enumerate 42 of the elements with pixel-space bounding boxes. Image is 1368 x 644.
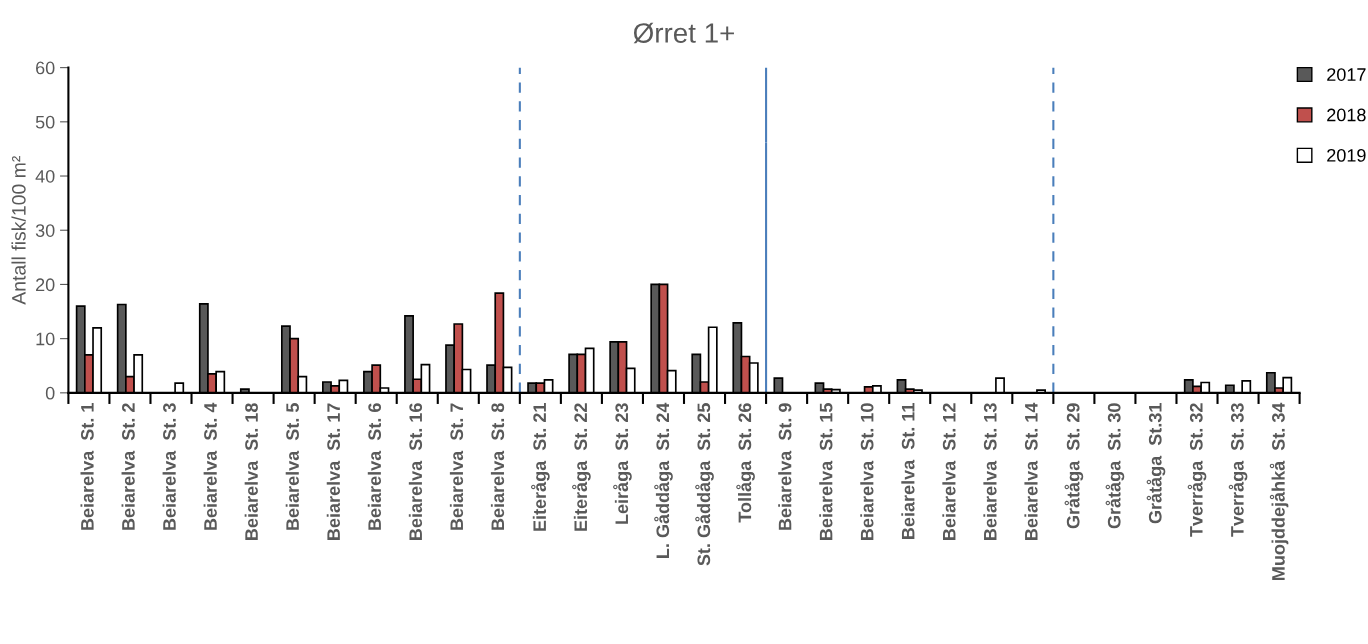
x-tick-label: Beiarelva St. 12 [942, 403, 956, 540]
x-tick-label: Gråtåga St.31 [1146, 403, 1166, 524]
legend-label: 2019 [1327, 148, 1366, 162]
x-tick-label: Tverråga St. 32 [1187, 403, 1207, 537]
x-tick-label: Beiarelva St. 17 [326, 403, 341, 540]
x-tick-label: Eiteråga St. 21 [531, 403, 550, 531]
x-tick-label: Beiarelva St. 15 [819, 403, 833, 540]
x-tick-label: Beiarelva St. 5 [285, 403, 299, 530]
chart-title: Ørret 1+ [633, 22, 734, 44]
x-tick-label: Tverråga St. 33 [1228, 403, 1248, 537]
x-tick-label: Beiarelva St. 10 [860, 403, 874, 540]
y-tick-label: 10 [36, 332, 55, 346]
x-tick-label: Beiarelva St. 16 [408, 403, 423, 540]
x-tick-label: L. Gåddåga St. 24 [654, 402, 673, 558]
x-tick-label: Beiarelva St. 7 [449, 403, 464, 530]
x-tick-label: Gråtåga St. 30 [1105, 403, 1125, 529]
x-tick-label: Eiteråga St. 22 [572, 403, 591, 531]
y-tick-label: 60 [36, 61, 55, 75]
x-tick-label: Beiarelva St. 18 [244, 403, 258, 540]
x-tick-label: Beiarelva St. 1 [80, 403, 94, 530]
x-tick-label: Beiarelva St. 9 [778, 403, 792, 530]
x-tick-label: Leiråga St. 23 [613, 403, 632, 524]
x-tick-label: Beiarelva St. 11 [901, 403, 915, 539]
x-tick-label: Beiarelva St. 4 [203, 402, 217, 530]
x-tick-label: Muojddejåhkå St. 34 [1269, 402, 1289, 580]
y-tick-label: 0 [45, 386, 55, 400]
x-tick-label: Beiarelva St. 6 [367, 403, 382, 530]
x-tick-label: Beiarelva St. 13 [983, 403, 997, 540]
y-tick-label: 40 [35, 169, 55, 183]
x-tick-label: Beiarelva St. 3 [162, 403, 176, 530]
legend-label: 2017 [1327, 68, 1366, 81]
x-tick-label: Beiarelva St. 2 [121, 403, 135, 530]
y-axis-title: Antall fisk/100 m² [11, 156, 26, 305]
x-tick-label: Beiarelva St. 8 [490, 403, 505, 530]
x-tick-label: Tollåga St. 26 [736, 403, 755, 523]
x-tick-label: Beiarelva St. 14 [1024, 402, 1038, 540]
legend-label: 2018 [1327, 108, 1366, 122]
y-tick-label: 20 [36, 278, 55, 292]
y-tick-label: 30 [35, 224, 55, 237]
x-tick-label: Gråtåga St. 29 [1064, 403, 1084, 529]
y-tick-label: 50 [35, 115, 55, 129]
x-tick-label: St. Gåddåga St. 25 [695, 403, 714, 566]
